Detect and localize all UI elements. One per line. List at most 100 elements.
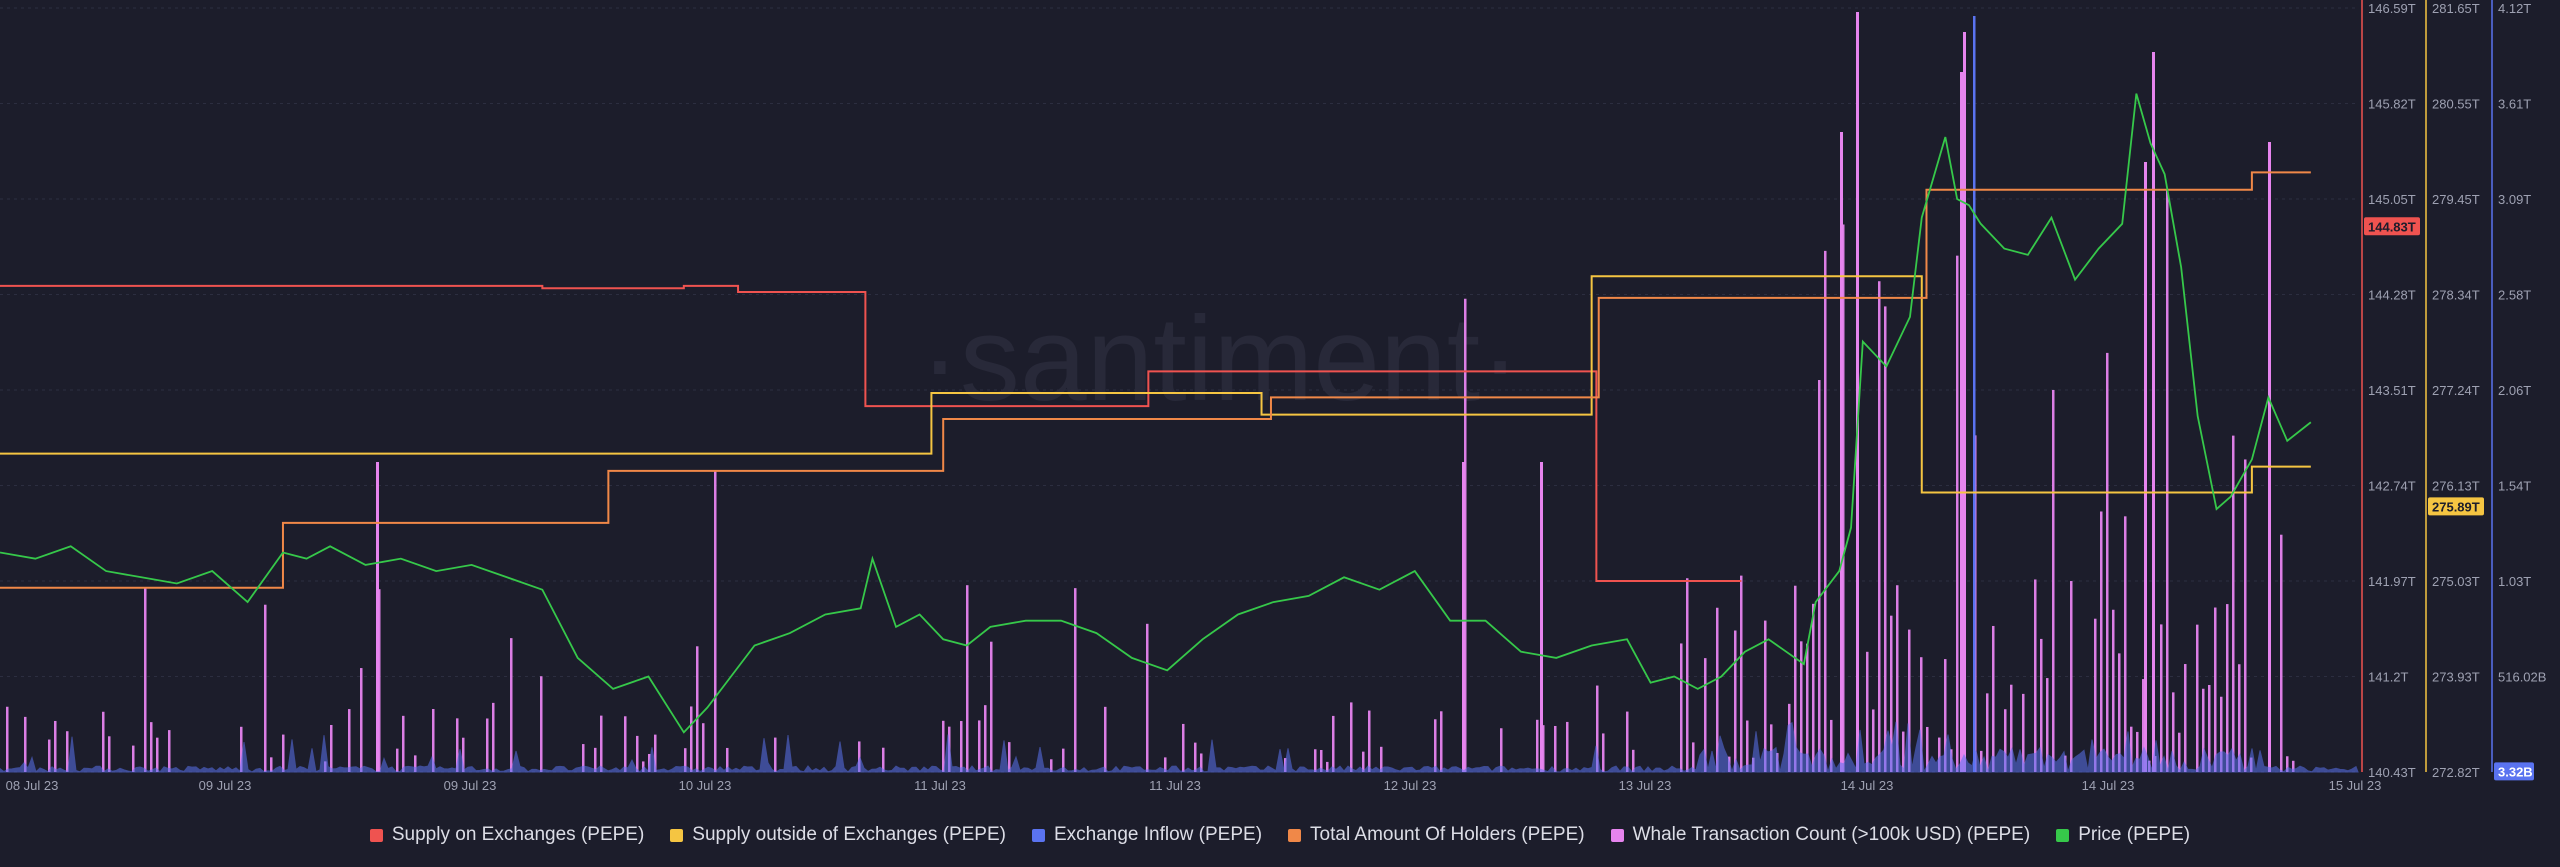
whale-bar [2022,693,2025,772]
x-tick-label: 10 Jul 23 [679,778,732,793]
legend-item[interactable]: Whale Transaction Count (>100k USD) (PEP… [1610,824,2030,846]
whale-bar [1566,721,1569,772]
whale-bar [2160,624,2163,772]
y-tick-label: 279.45T [2432,192,2480,207]
whale-bar [1464,298,1467,772]
whale-bar [1182,723,1185,772]
whale-bar [1938,737,1941,772]
whale-bar [156,737,159,772]
whale-bar [2166,190,2169,772]
whale-bar [1956,255,1959,772]
whale-bar [1842,224,1845,772]
whale-bar [1716,607,1719,772]
x-tick-label: 08 Jul 23 [6,778,59,793]
whale-bar [774,737,777,772]
y-tick-label: 145.82T [2368,97,2416,112]
whale-bar [66,731,69,772]
y-tick-label: 141.2T [2368,670,2409,685]
whale-bar [1350,702,1353,772]
whale-bar [714,470,717,772]
whale-bar [2136,731,2139,772]
whale-bar [150,722,153,772]
whale-bar [2220,696,2223,772]
whale-bar [108,736,111,772]
whale-bar [2034,579,2037,772]
whale-bar [54,720,57,772]
legend-swatch [2056,828,2070,842]
whale-bar [2046,678,2049,772]
whale-bar [942,720,945,772]
series-line [0,93,2312,734]
whale-bar [1626,711,1629,772]
whale-bar [654,734,657,772]
axes: 146.59T 145.82T 145.05T 144.28T 143.51T 142.7… [2361,0,2546,781]
legend-item[interactable]: Supply on Exchanges (PEPE) [369,824,645,846]
whale-bar [1963,32,1966,772]
legend-item[interactable]: Supply outside of Exchanges (PEPE) [670,824,1006,846]
y-tick-label: 273.93T [2432,670,2480,685]
x-tick-label: 09 Jul 23 [444,778,497,793]
current-value-label: 144.83T [2368,219,2416,234]
whale-bar [600,715,603,772]
legend-swatch [670,828,684,842]
current-value-badge [2428,497,2484,516]
whale-bar [2106,352,2109,772]
legend-label: Price (PEPE) [2078,824,2191,845]
whale-bar [282,734,285,772]
whale-bar [1866,651,1869,772]
whale-bar [2214,607,2217,772]
whale-bar [378,589,381,772]
whale-bar [1992,625,1995,772]
y-tick-label: 272.82T [2432,765,2480,780]
legend-item[interactable]: Total Amount Of Holders (PEPE) [1288,824,1585,846]
whale-bar [1890,615,1893,772]
whale-bar [642,761,645,772]
exchange-inflow-series [0,16,2359,774]
y-tick-label: 2.06T [2498,383,2531,398]
whale-bar [462,737,465,772]
whale-bar [1434,719,1437,772]
whale-bar [1164,757,1167,772]
whale-bar [1062,748,1065,772]
whale-bar [1980,750,1983,772]
whale-bar [2142,679,2145,772]
whale-bar [2124,516,2127,772]
whale-bar [1896,585,1899,772]
whale-bar [960,721,963,772]
whale-bar [1462,462,1465,772]
whale-bar [1872,709,1875,772]
x-tick-label: 11 Jul 23 [914,778,966,793]
whale-bar [2268,142,2271,772]
whale-bar [2208,684,2211,772]
exchange-inflow-area [0,721,2359,774]
whale-bar [1542,725,1545,772]
y-tick-label: 144.28T [2368,288,2416,303]
whale-bar [1926,726,1929,772]
whale-bar [684,748,687,772]
whale-bar [1840,132,1843,772]
whale-bar [2184,664,2187,772]
legend-label: Supply on Exchanges (PEPE) [391,824,645,845]
whale-bar [1824,250,1827,773]
whale-bar [1902,731,1905,772]
legend-item[interactable]: Price (PEPE) [2056,824,2190,846]
whale-bar [432,709,435,772]
whale-bar [1074,588,1077,772]
x-axis: 08 Jul 23 09 Jul 23 09 Jul 23 10 Jul 23 11 J… [6,778,2382,793]
whale-bar [486,718,489,772]
whale-bar [1008,742,1011,772]
whale-bar [1200,753,1203,772]
legend-swatch [369,828,383,842]
legend-label: Supply outside of Exchanges (PEPE) [692,824,1006,845]
whale-bar [168,730,171,772]
legend-swatch [1288,828,1302,842]
x-tick-label: 14 Jul 23 [1841,778,1894,793]
y-tick-label: 2.58T [2498,288,2531,303]
x-tick-label: 14 Jul 23 [2082,778,2135,793]
y-tick-label: 143.51T [2368,383,2416,398]
whale-bar [1368,710,1371,772]
legend-item[interactable]: Exchange Inflow (PEPE) [1031,824,1262,846]
whale-bar [2040,638,2043,772]
whale-bar [1746,720,1749,772]
